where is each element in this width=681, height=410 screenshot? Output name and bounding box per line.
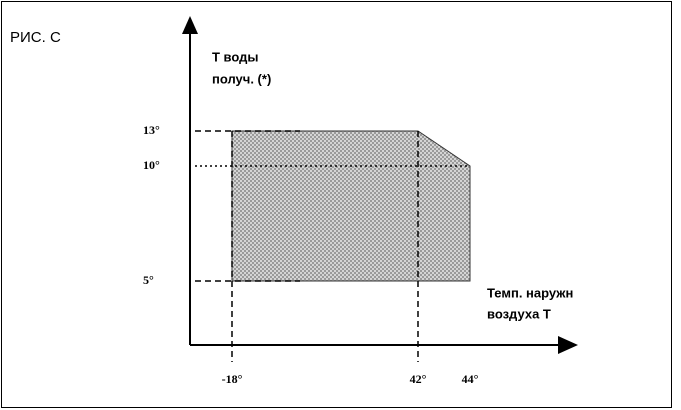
x-axis-label: воздуха T xyxy=(487,306,551,321)
y-tick-label: 5° xyxy=(143,273,154,287)
x-tick-label: -18° xyxy=(222,372,243,386)
x-tick-label: 44° xyxy=(462,372,479,386)
x-axis-arrow xyxy=(558,336,578,354)
y-axis-label: получ. (*) xyxy=(212,71,271,86)
x-tick-label: 42° xyxy=(410,372,427,386)
frame xyxy=(1,1,672,408)
y-axis-arrow xyxy=(182,16,198,34)
y-tick-label: 13° xyxy=(143,123,160,137)
x-axis-label: Темп. наружн xyxy=(487,285,573,300)
area xyxy=(231,130,471,282)
y-tick-label: 10° xyxy=(143,158,160,172)
y-axis-label: T воды xyxy=(212,49,259,64)
chart-title: РИС. C xyxy=(10,29,61,46)
